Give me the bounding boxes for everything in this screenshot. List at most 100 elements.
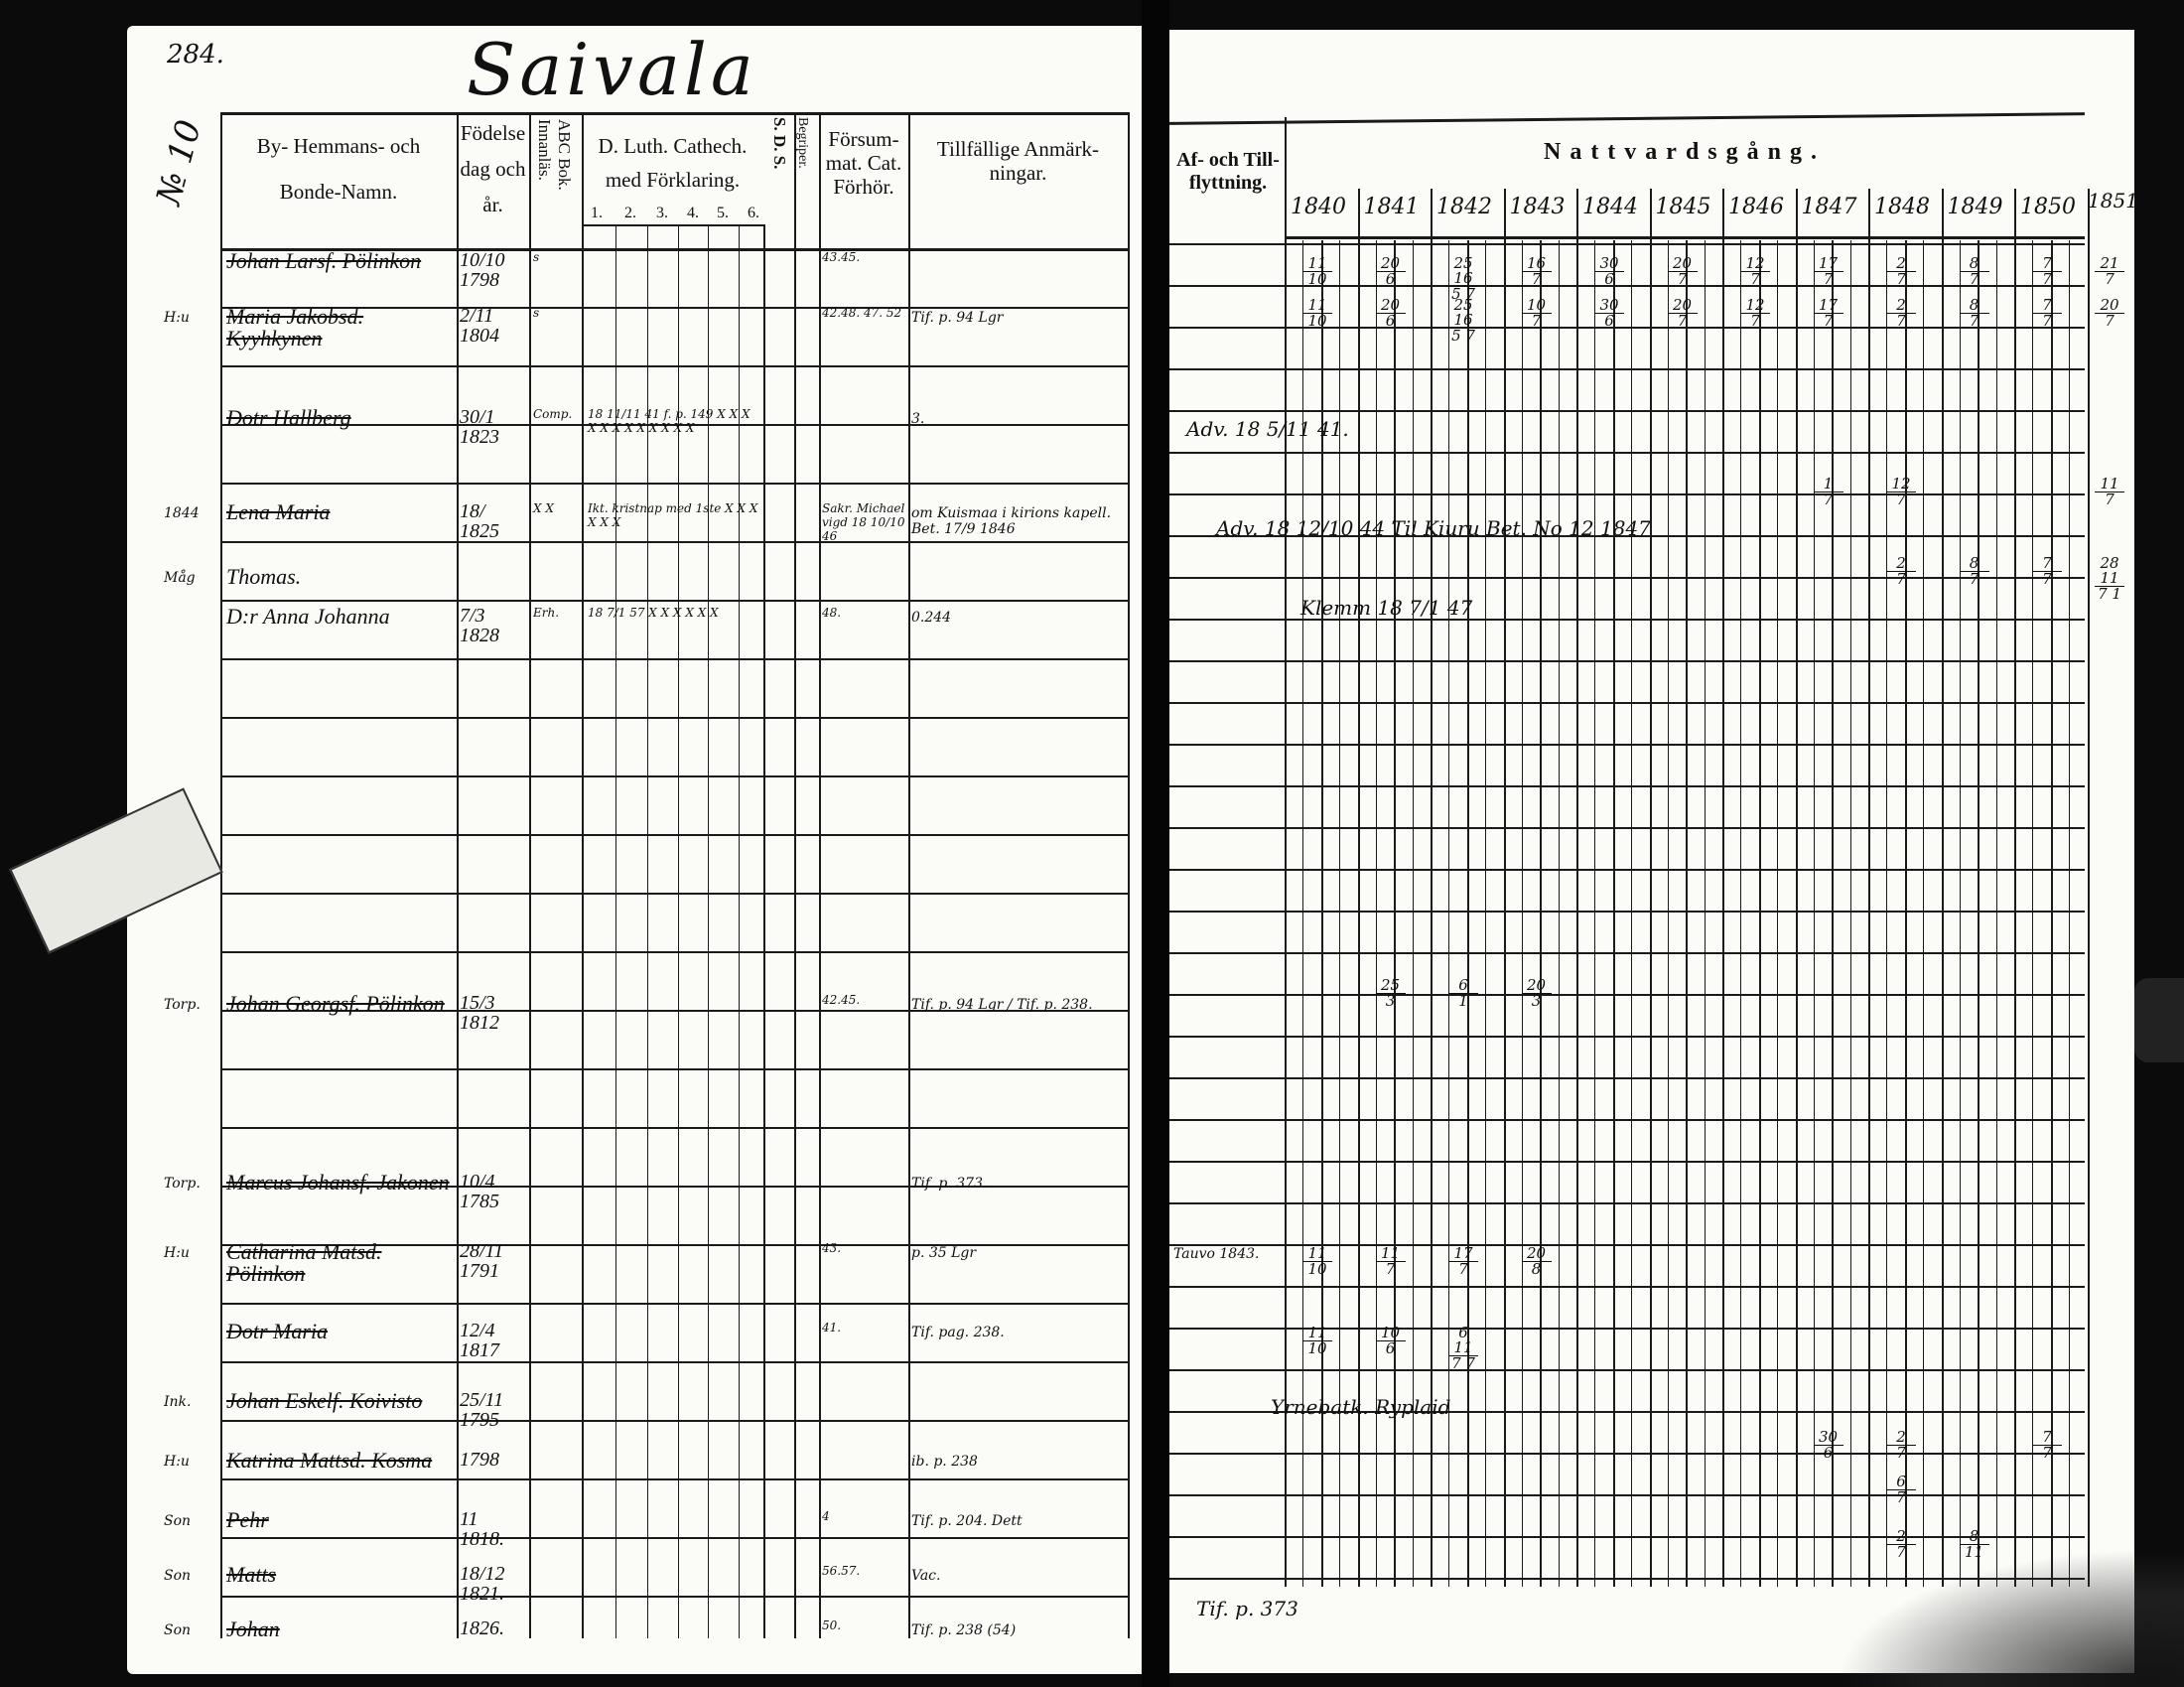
- communion-mark: 20 6: [1375, 256, 1406, 287]
- communion-mark: 6 11 7 7: [1448, 1326, 1478, 1371]
- mark-month: 6: [1385, 312, 1396, 330]
- header-cathech: D. Luth. Cathech. med Förklaring.: [582, 134, 763, 192]
- header-begriper: Begriper.: [795, 117, 810, 169]
- header-forsummat-line1: Försum-: [828, 127, 899, 151]
- row-rule: [220, 717, 1130, 719]
- cathech-subcolumn-label: 5.: [717, 205, 729, 221]
- entry-notes: ib. p. 238: [911, 1454, 978, 1470]
- moving-note: Adv. 18 5/11 41.: [1186, 417, 1349, 441]
- column-rule: [2032, 240, 2034, 1587]
- entry-abc-mark: X X: [533, 501, 554, 515]
- mark-day: 12: [1886, 477, 1916, 492]
- mark-day: 7: [2032, 298, 2062, 314]
- column-rule: [615, 224, 616, 1638]
- row-rule: [220, 307, 1130, 309]
- moving-note: Tauvo 1843.: [1173, 1246, 1260, 1262]
- column-rule: [819, 114, 821, 1638]
- mark-day: 10: [1375, 1326, 1406, 1341]
- mark-month: 7: [1823, 270, 1834, 288]
- mark-month: 7: [2105, 270, 2115, 288]
- mark-day: 8: [1959, 298, 1989, 314]
- column-rule: [1339, 240, 1341, 1587]
- column-rule: [1320, 240, 1323, 1587]
- column-rule: [1576, 189, 1578, 1587]
- entry-abc-mark: s: [533, 306, 540, 320]
- mark-day: 6: [1448, 978, 1478, 994]
- row-rule: [220, 1537, 1130, 1539]
- entry-name: Dotr Hallberg: [226, 405, 351, 430]
- column-rule: [2069, 240, 2071, 1587]
- mark-month: 7: [1823, 312, 1834, 330]
- mark-day: 25 16: [1448, 298, 1478, 329]
- entry-prefix: Måg: [164, 570, 196, 586]
- row-rule: [1169, 660, 2085, 662]
- header-name-line2: Bonde-Namn.: [279, 180, 398, 205]
- entry-birth-date: 2/11 1804: [460, 305, 499, 347]
- entry-name: D:r Anna Johanna: [226, 604, 390, 629]
- entry-birth-date: 1826.: [460, 1617, 504, 1639]
- communion-mark: 10 6: [1375, 1326, 1406, 1356]
- mark-day: 2: [1886, 298, 1916, 314]
- column-rule: [220, 114, 222, 1638]
- column-rule: [763, 224, 765, 1638]
- mark-day: 30: [1813, 1430, 1843, 1446]
- mark-day: 21: [2095, 256, 2124, 272]
- entry-cathech: 18 11/11 41 f. p. 149 X X X X X X X X X …: [588, 407, 751, 435]
- mark-day: 2: [1886, 256, 1916, 272]
- year-header: 1841: [1363, 195, 1420, 219]
- communion-mark: 25 3: [1375, 978, 1406, 1009]
- column-rule: [647, 224, 648, 1638]
- entry-prefix: Torp.: [164, 1176, 201, 1192]
- column-rule: [1686, 240, 1689, 1587]
- mark-month: 7: [2042, 570, 2052, 588]
- column-rule: [1540, 240, 1543, 1587]
- page-number: 284.: [167, 40, 224, 70]
- entry-name: Lena Maria: [226, 499, 331, 524]
- mark-month: 7: [1969, 570, 1979, 588]
- row-rule: [1169, 243, 2085, 245]
- column-rule: [1594, 240, 1596, 1587]
- column-rule: [908, 114, 910, 1638]
- entry-notes: Tif. p. 373.: [911, 1176, 988, 1192]
- column-rule: [1722, 189, 1724, 1587]
- communion-mark: 11 10: [1302, 298, 1332, 329]
- column-rule: [1868, 189, 1870, 1587]
- mark-month: 10: [1307, 1260, 1327, 1278]
- communion-mark: 12 7: [1740, 298, 1770, 329]
- row-rule: [220, 1303, 1130, 1305]
- column-rule: [739, 224, 740, 1638]
- column-rule: [1302, 240, 1304, 1587]
- cathech-subcolumn-label: 3.: [656, 205, 668, 221]
- mark-day: 30: [1594, 298, 1624, 314]
- communion-mark: 10 7: [1521, 298, 1552, 329]
- header-abc: ABC Bok. Innanläs.: [535, 119, 574, 191]
- row-rule: [1169, 619, 2085, 621]
- row-rule: [1169, 285, 2085, 287]
- header-cathech-line2: med Förklaring.: [605, 168, 741, 193]
- mark-day: 2: [1886, 1529, 1916, 1545]
- entry-name: Johan Larsf. Pölinkon: [226, 248, 422, 273]
- entry-prefix: Son: [164, 1513, 192, 1529]
- entry-forsummat: 48.: [822, 606, 842, 620]
- communion-mark: 25 16 5 7: [1448, 256, 1478, 302]
- mark-month: 7: [1896, 312, 1906, 330]
- entry-prefix: Son: [164, 1622, 192, 1638]
- mark-day: 30: [1594, 256, 1624, 272]
- moving-note: Yrnebatk. Ryplaid: [1271, 1395, 1451, 1419]
- column-rule: [1667, 240, 1669, 1587]
- entry-name: Katrina Mattsd. Kosma: [226, 1448, 433, 1473]
- header-name: By- Hemmans- och Bonde-Namn.: [220, 134, 457, 204]
- row-rule: [220, 893, 1130, 895]
- communion-mark: 30 6: [1813, 1430, 1843, 1461]
- row-rule: [1169, 1411, 2085, 1413]
- row-rule: [1169, 1161, 2085, 1163]
- entry-forsummat: 41.: [822, 1321, 842, 1335]
- village-title: Saivala: [467, 28, 757, 111]
- entry-name: Catharina Matsd. Pölinkon: [226, 1239, 382, 1286]
- entry-birth-date: 1798: [460, 1449, 499, 1471]
- column-rule: [1758, 240, 1761, 1587]
